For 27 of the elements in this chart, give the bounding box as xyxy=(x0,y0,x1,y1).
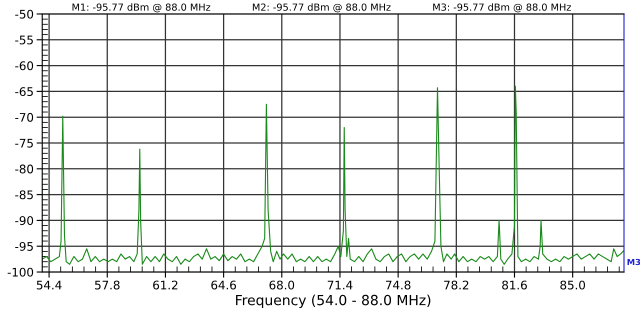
y-tick-label: -75 xyxy=(15,138,33,148)
x-tick-label: 57.8 xyxy=(95,280,120,290)
annotation: M3 xyxy=(628,258,640,266)
y-tick-label: -90 xyxy=(15,216,34,226)
y-tick-label: -55 xyxy=(15,36,33,44)
text: M2: -95.77 dBm @ 88.0 MHz xyxy=(252,3,391,12)
x-tick-label: 81.6 xyxy=(502,280,527,290)
line-series xyxy=(42,86,624,265)
x-tick-label: 85.0 xyxy=(560,280,586,290)
y-tick-label: -95 xyxy=(15,242,33,251)
y-tick-label: -85 xyxy=(15,190,33,200)
y-tick-label: -100 xyxy=(8,268,34,277)
x-tick-label: 54.4 xyxy=(36,280,62,290)
text: M1: -95.77 dBm @ 88.0 MHz xyxy=(72,3,210,12)
x-tick-label: 78.2 xyxy=(444,280,468,290)
y-tick-label: -60 xyxy=(15,61,34,70)
x-tick-label: 68.0 xyxy=(269,280,294,290)
text: M3: -95.77 dBm @ 88.0 MHz xyxy=(433,3,571,12)
x-tick-label: 64.6 xyxy=(211,280,236,290)
x-axis-title: Frequency (54.0 - 88.0 MHz) xyxy=(236,294,430,308)
x-tick-label: 71.4 xyxy=(328,280,352,290)
y-tick-label: -70 xyxy=(15,112,34,122)
x-tick-label: 61.2 xyxy=(153,280,178,290)
x-tick-label: 74.8 xyxy=(386,280,410,290)
y-tick-label: -65 xyxy=(15,87,33,96)
y-tick-label: -80 xyxy=(15,164,34,174)
y-tick-label: -50 xyxy=(15,10,34,19)
